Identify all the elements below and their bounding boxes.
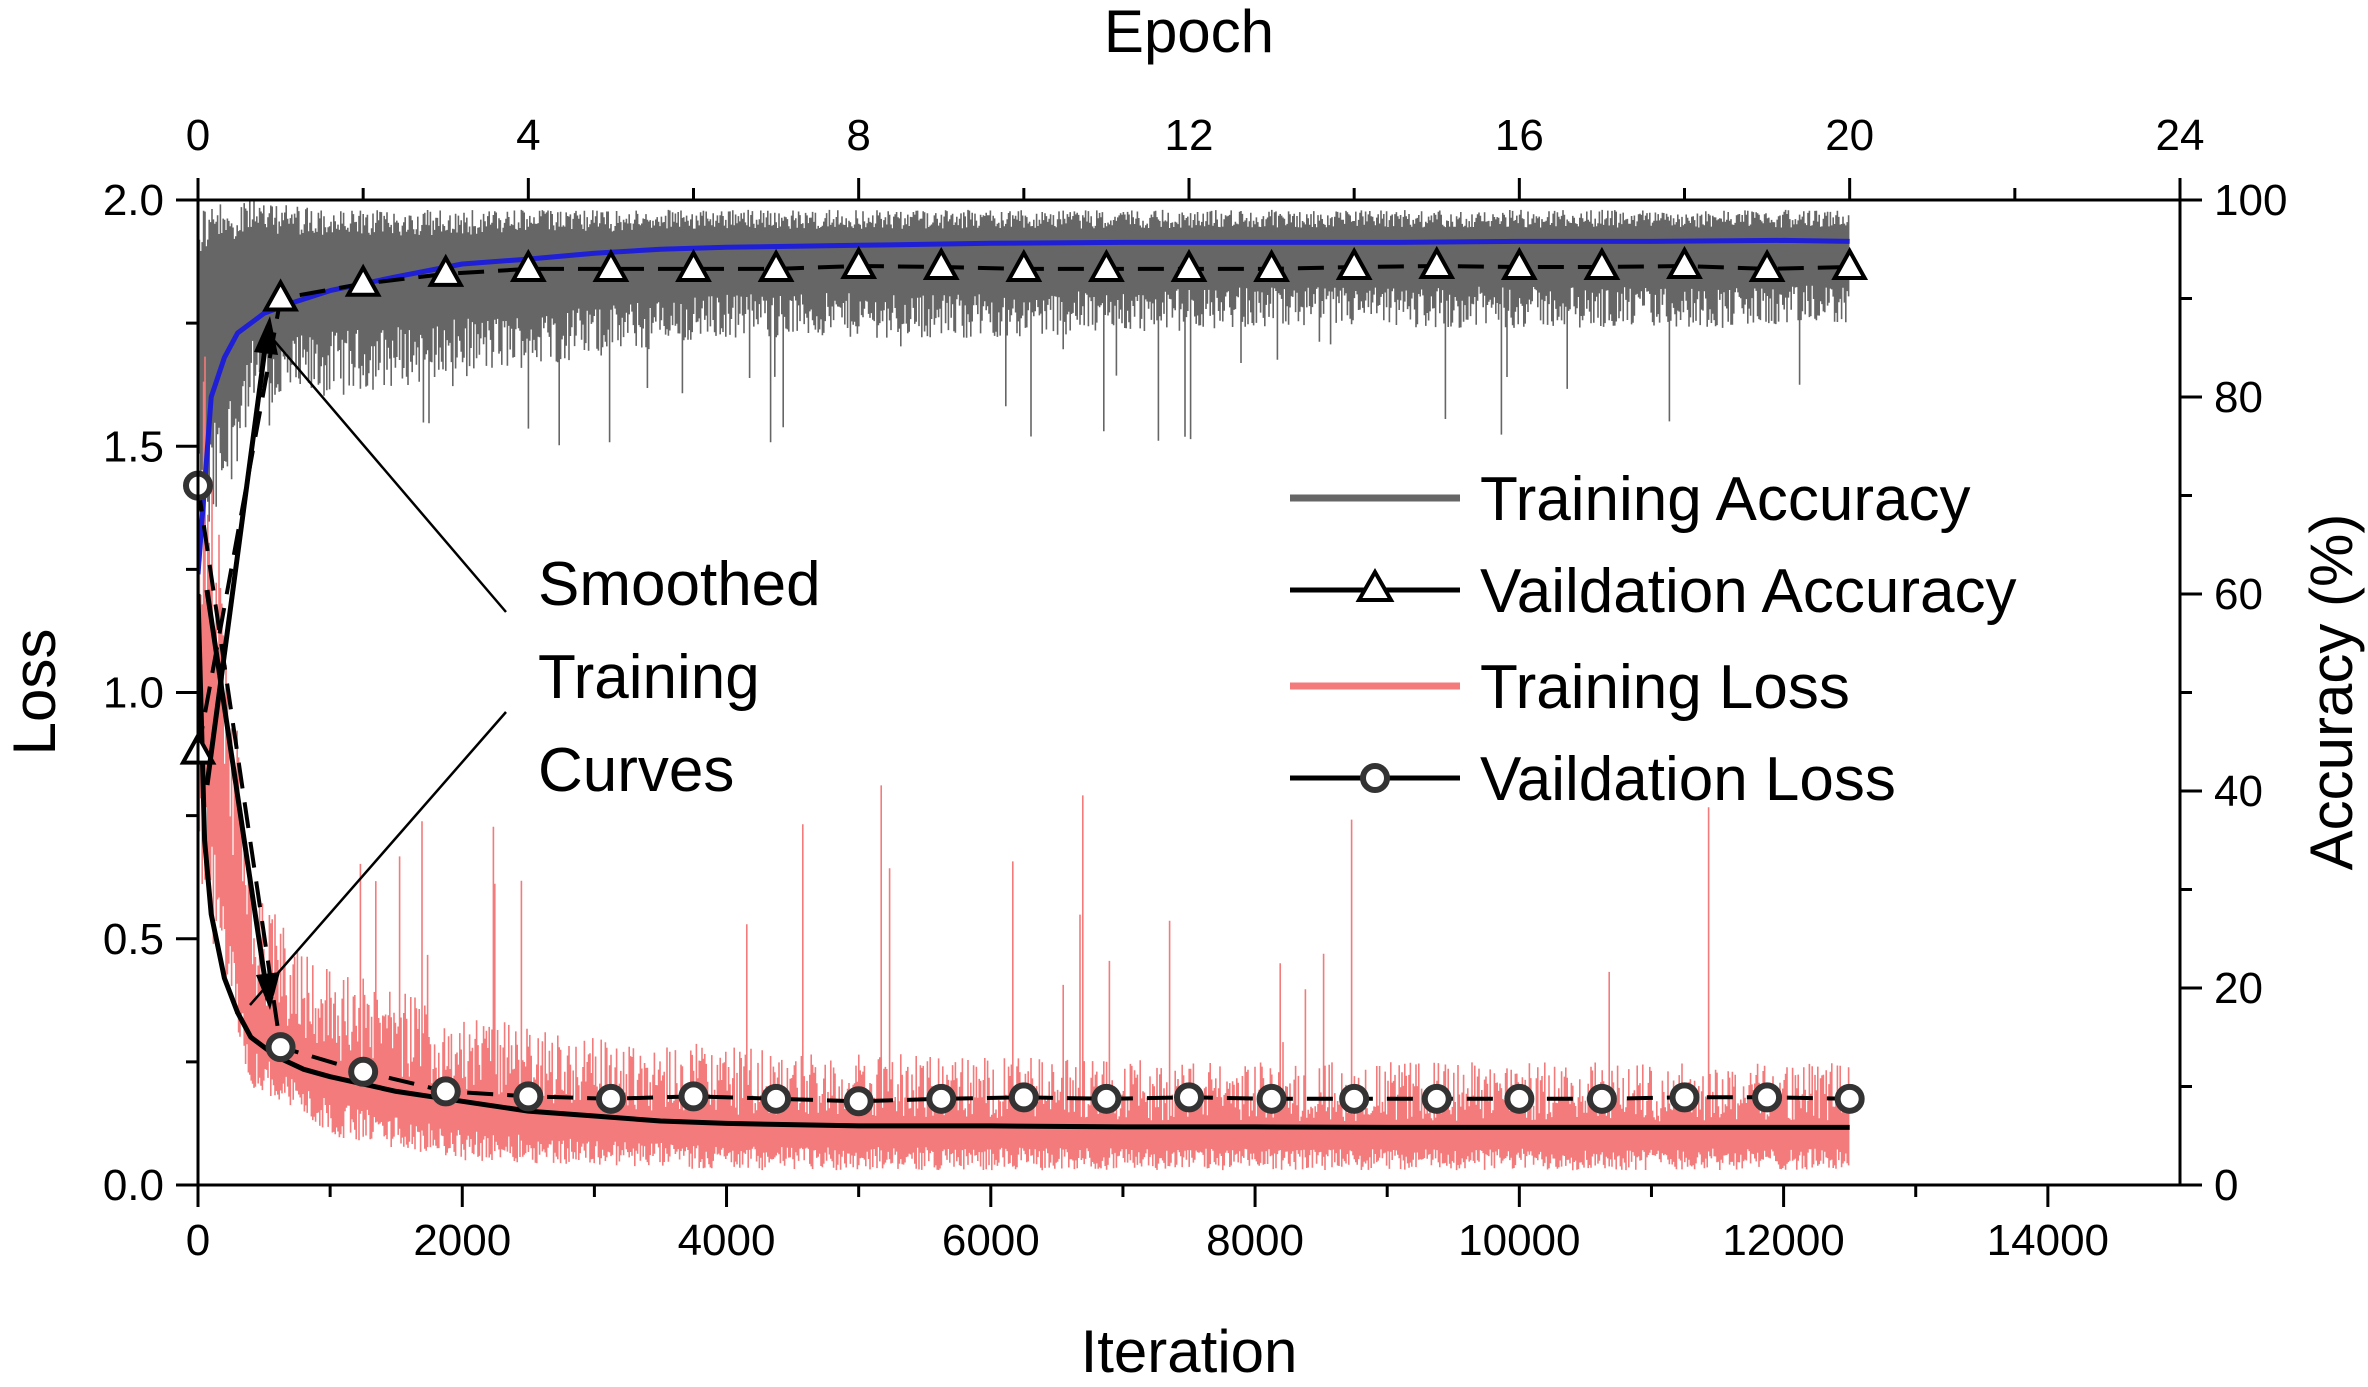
x-tick-label: 6000 [942, 1216, 1040, 1265]
x2-tick-label: 20 [1825, 111, 1874, 160]
x2-tick-label: 8 [846, 111, 870, 160]
validation-accuracy-point [1500, 246, 1538, 280]
validation-accuracy-point [840, 245, 878, 279]
validation-accuracy-point [344, 263, 382, 297]
x-axis-title: Iteration [1081, 1318, 1298, 1385]
y-tick-label: 1.0 [103, 669, 164, 718]
legend-marker-triangle [1355, 567, 1395, 602]
validation-loss-point [1669, 1082, 1700, 1113]
validation-loss-point [1752, 1082, 1783, 1113]
axis-layer: 0 2000 4000 6000 8000 10000 12000 14000 0 4 8 12 16 2… [103, 111, 2288, 1265]
x2-tick-label: 24 [2156, 111, 2205, 160]
validation-accuracy-point [1088, 248, 1125, 282]
y2-tick-label: 0 [2214, 1161, 2238, 1210]
x2-tick-label: 0 [186, 111, 210, 160]
validation-accuracy-point [1748, 248, 1786, 282]
x-tick-label: 2000 [413, 1216, 511, 1265]
validation-loss-point [926, 1083, 957, 1114]
validation-loss-point [1174, 1082, 1204, 1113]
legend-marker-circle [1360, 763, 1390, 793]
x-tick-label: 8000 [1206, 1216, 1304, 1265]
annotation-arrowhead-up [254, 316, 278, 355]
validation-loss-point [843, 1086, 874, 1117]
x-tick-label: 0 [186, 1216, 210, 1265]
validation-accuracy-point [427, 253, 465, 287]
validation-accuracy-point [675, 248, 712, 282]
validation-loss-point [678, 1081, 709, 1112]
x2-tick-label: 12 [1165, 111, 1214, 160]
validation-accuracy-point [509, 248, 547, 282]
y2-tick-label: 80 [2214, 373, 2263, 422]
x-tick-label: 12000 [1722, 1216, 1844, 1265]
y-tick-label: 0.0 [103, 1161, 164, 1210]
marker-layer [179, 245, 1869, 1117]
validation-loss-point [1256, 1083, 1287, 1114]
validation-accuracy-point [1418, 245, 1456, 279]
y-tick-label: 0.5 [103, 915, 164, 964]
x-tick-label: 10000 [1458, 1216, 1580, 1265]
legend-label-training-loss: Training Loss [1480, 653, 1850, 722]
y-tick-label: 2.0 [103, 176, 164, 225]
y2-tick-label: 100 [2214, 176, 2287, 225]
validation-loss-point [513, 1081, 544, 1112]
y2-tick-label: 60 [2214, 570, 2263, 619]
validation-accuracy-point [1005, 248, 1043, 282]
validation-accuracy-point [262, 278, 299, 312]
validation-loss-point [1834, 1083, 1865, 1114]
x2-tick-label: 16 [1495, 111, 1544, 160]
annotation-line-2: Training [538, 643, 760, 712]
validation-loss-point [595, 1083, 626, 1114]
series-layer [198, 200, 1850, 1171]
validation-loss-point [1504, 1083, 1535, 1114]
validation-loss-line [196, 485, 1850, 1104]
validation-accuracy-point [1253, 248, 1290, 282]
annotation-line-3: Curves [538, 736, 734, 805]
legend-label-validation-loss: Vaildation Loss [1480, 745, 1896, 814]
y-tick-label: 1.5 [103, 422, 164, 471]
validation-loss-point [348, 1056, 379, 1087]
validation-loss-point [1586, 1083, 1617, 1114]
validation-loss-point [265, 1032, 296, 1063]
validation-accuracy-point [1583, 246, 1621, 280]
validation-accuracy-point [1831, 246, 1869, 280]
validation-accuracy-point [1335, 246, 1373, 280]
legend: Training Accuracy Vaildation Accuracy Tr… [1290, 465, 2016, 814]
legend-label-validation-accuracy: Vaildation Accuracy [1480, 557, 2016, 626]
smoothed-training-loss-line [198, 593, 1850, 1130]
validation-loss-point [761, 1083, 792, 1114]
smoothed-training-accuracy-line [198, 237, 1850, 575]
validation-loss-point [430, 1076, 461, 1107]
validation-accuracy-point [1170, 248, 1208, 282]
x2-tick-label: 4 [516, 111, 540, 160]
annotation-arrow-up [204, 325, 271, 786]
validation-loss-point [1339, 1083, 1370, 1114]
validation-accuracy-point [592, 248, 630, 282]
x2-axis-title: Epoch [1104, 0, 1274, 65]
y2-tick-label: 20 [2214, 964, 2263, 1013]
y-axis-title: Loss [1, 629, 68, 756]
smoothed-curves-annotation: Smoothed Training Curves [204, 316, 821, 1010]
validation-accuracy-point [1666, 245, 1703, 279]
annotation-line-1: Smoothed [538, 550, 821, 619]
validation-accuracy-point [922, 246, 960, 280]
annotation-arrow-down [204, 589, 271, 1001]
annotation-arrowhead-down [256, 972, 280, 1010]
y2-tick-label: 40 [2214, 767, 2263, 816]
annotation-leader-bottom [249, 711, 507, 1006]
validation-accuracy-point [757, 248, 795, 282]
validation-loss-point [1091, 1083, 1122, 1114]
x-tick-label: 14000 [1987, 1216, 2109, 1265]
validation-loss-point [1421, 1083, 1452, 1114]
validation-loss-point [1008, 1082, 1039, 1113]
legend-label-training-accuracy: Training Accuracy [1480, 465, 1970, 534]
annotation-leader-top [271, 337, 507, 613]
x-tick-label: 4000 [678, 1216, 776, 1265]
y2-axis-title: Accuracy (%) [2298, 514, 2365, 871]
